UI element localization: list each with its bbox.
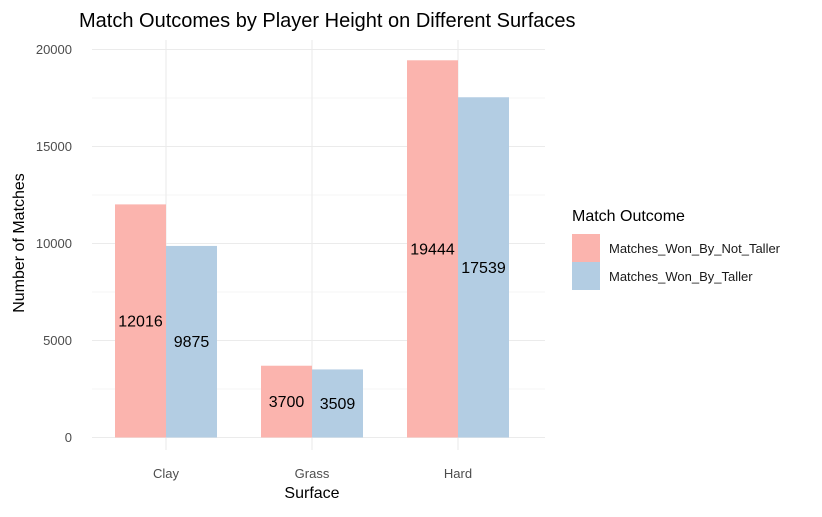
bar xyxy=(166,245,217,438)
legend-swatch xyxy=(572,262,600,290)
legend-items: Matches_Won_By_Not_Taller Matches_Won_By_… xyxy=(572,234,781,290)
y-tick-label: 15000 xyxy=(36,139,72,154)
bar xyxy=(115,204,166,438)
bar-value-label: 12016 xyxy=(118,313,163,330)
x-tick-label: Clay xyxy=(153,466,180,481)
bar-value-label: 19444 xyxy=(410,241,455,258)
legend-label: Matches_Won_By_Not_Taller xyxy=(609,241,781,256)
chart-title: Match Outcomes by Player Height on Diffe… xyxy=(79,10,576,32)
x-tick-label: Hard xyxy=(444,466,472,481)
bar xyxy=(407,60,458,438)
bar-value-label: 3700 xyxy=(269,394,305,411)
y-tick-label: 10000 xyxy=(36,236,72,251)
y-axis-ticks: 0 5000 10000 15000 20000 xyxy=(36,42,72,445)
bar-value-label: 9875 xyxy=(174,334,210,351)
bar-value-label: 17539 xyxy=(461,260,506,277)
bar xyxy=(261,365,312,438)
y-axis-title: Number of Matches xyxy=(11,173,28,313)
y-tick-label: 0 xyxy=(65,430,72,445)
x-axis-title: Surface xyxy=(284,485,339,502)
legend-title: Match Outcome xyxy=(572,208,685,225)
bars xyxy=(115,60,509,438)
bar xyxy=(312,369,363,438)
bar xyxy=(458,97,509,438)
x-tick-label: Grass xyxy=(295,466,330,481)
legend-label: Matches_Won_By_Taller xyxy=(609,269,753,284)
legend-swatch xyxy=(572,234,600,262)
data-labels: 12016 3700 19444 9875 3509 17539 xyxy=(118,241,506,413)
y-tick-label: 20000 xyxy=(36,42,72,57)
legend: Match Outcome Matches_Won_By_Not_TallerM… xyxy=(572,208,781,290)
bar-value-label: 3509 xyxy=(320,396,356,413)
y-tick-label: 5000 xyxy=(43,333,72,348)
x-axis-ticks: Clay Grass Hard xyxy=(153,466,472,481)
